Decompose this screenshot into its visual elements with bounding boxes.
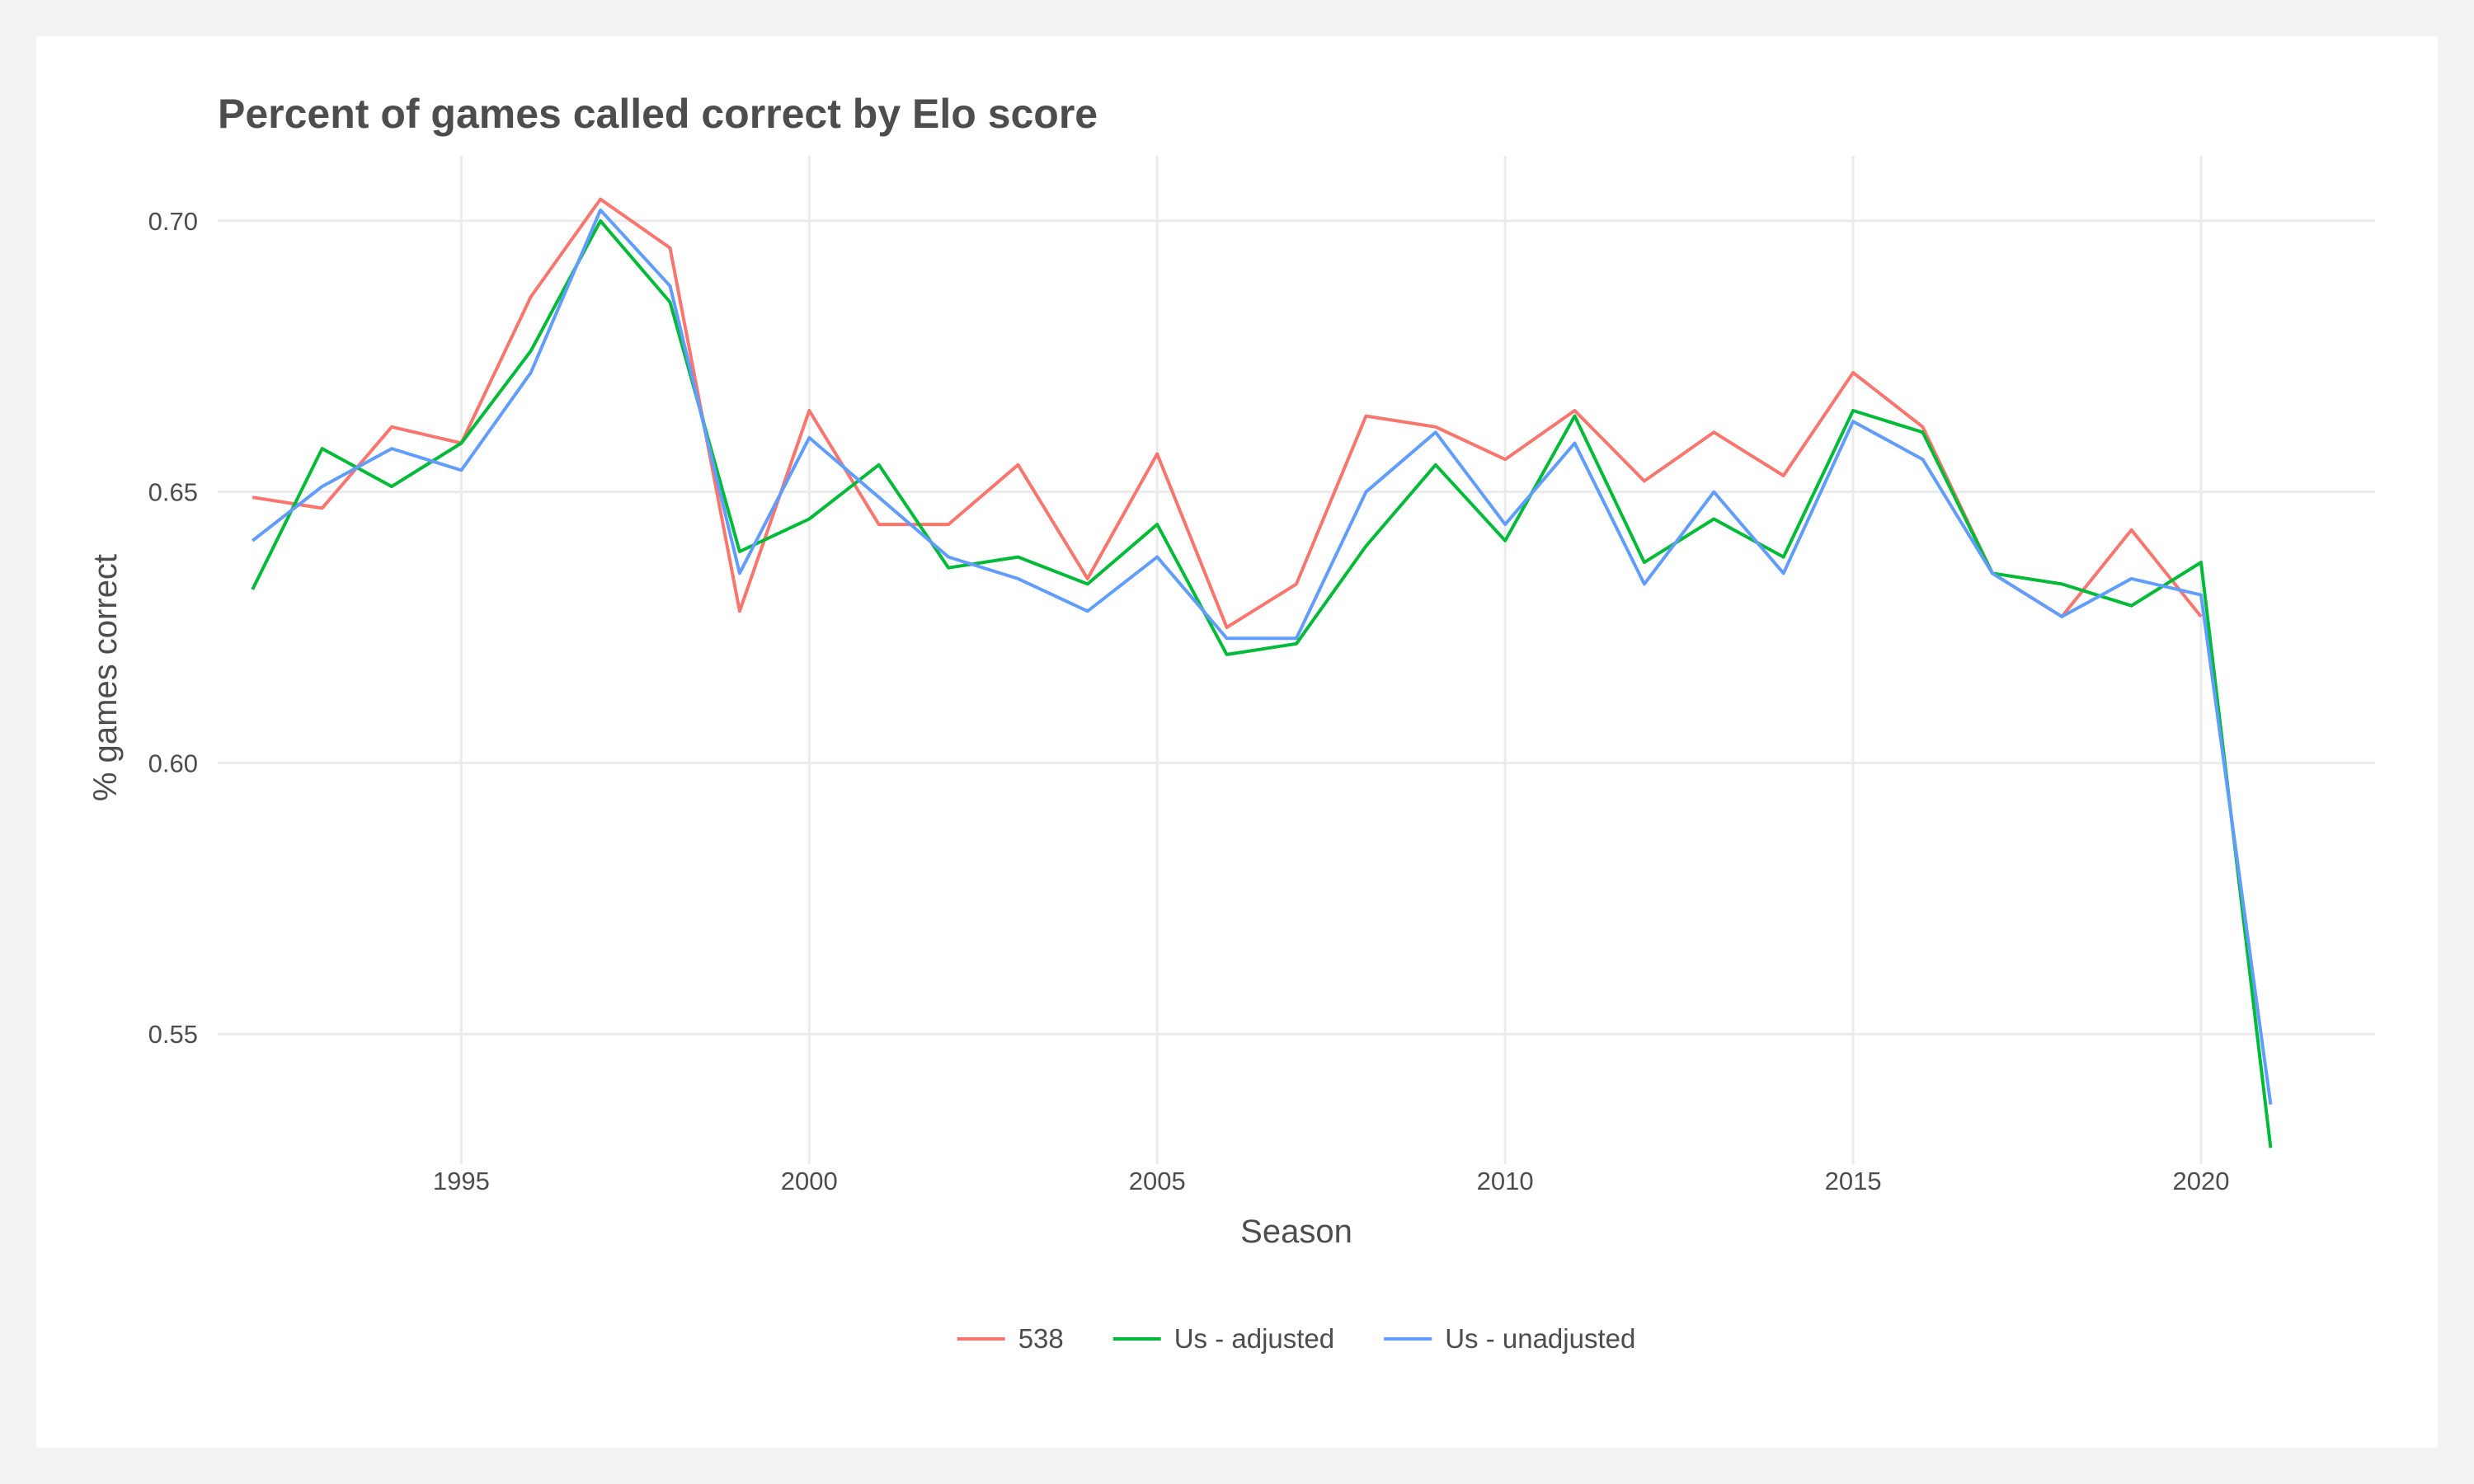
legend-label: Us - unadjusted bbox=[1445, 1323, 1635, 1354]
chart-panel: Percent of games called correct by Elo s… bbox=[36, 36, 2438, 1448]
chart-title: Percent of games called correct by Elo s… bbox=[218, 91, 1098, 137]
series-line-538 bbox=[252, 197, 2203, 629]
x-tick-label: 2015 bbox=[1825, 1167, 1882, 1195]
x-axis-title: Season bbox=[1240, 1214, 1352, 1250]
legend-label: 538 bbox=[1018, 1323, 1064, 1354]
series-line-us-unadjusted bbox=[251, 208, 2273, 1105]
x-tick-label: 1995 bbox=[433, 1167, 490, 1195]
y-tick-label: 0.70 bbox=[148, 207, 198, 236]
legend: 538 Us - adjusted Us - unadjusted bbox=[957, 1323, 1635, 1354]
legend-label: Us - adjusted bbox=[1174, 1323, 1334, 1354]
x-tick-label: 2020 bbox=[2173, 1167, 2230, 1195]
x-tick-label: 2010 bbox=[1477, 1167, 1534, 1195]
line-chart: Percent of games called correct by Elo s… bbox=[87, 91, 2375, 1354]
y-tick-label: 0.65 bbox=[148, 478, 198, 507]
legend-item: 538 bbox=[957, 1323, 1064, 1354]
x-tick-label: 2000 bbox=[781, 1167, 838, 1195]
series-line-us-adjusted bbox=[251, 218, 2273, 1148]
axis-tick-labels: 1995 2000 2005 2010 2015 2020 0.55 0.60 0.65 0.70 bbox=[148, 207, 2230, 1195]
x-tick-label: 2005 bbox=[1129, 1167, 1186, 1195]
series-lines bbox=[251, 197, 2273, 1148]
y-axis-title: % games correct bbox=[87, 554, 124, 801]
legend-item: Us - unadjusted bbox=[1384, 1323, 1635, 1354]
legend-item: Us - adjusted bbox=[1112, 1323, 1334, 1354]
y-tick-label: 0.55 bbox=[148, 1020, 198, 1049]
y-tick-label: 0.60 bbox=[148, 749, 198, 777]
grid-lines bbox=[218, 156, 2375, 1164]
